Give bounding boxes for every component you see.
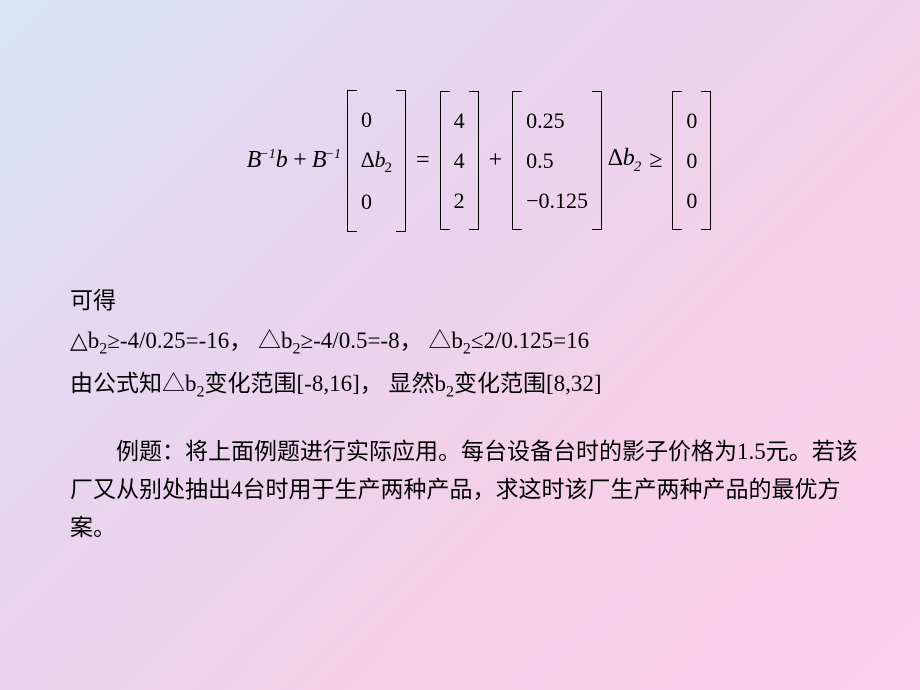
plus-op-2: + [489, 147, 503, 174]
equation-row: B−1b + B−1 0 ∆b2 0 = 4 4 [247, 90, 714, 232]
var-b: b [276, 147, 288, 173]
matrix-1: 0 ∆b2 0 [347, 90, 406, 232]
seg-d: ≤2/0.125=16 [471, 328, 589, 353]
m2-r2: 4 [454, 141, 465, 181]
bracket-right [701, 91, 711, 230]
sub-a: 2 [99, 340, 107, 357]
m1-r1: 0 [361, 100, 392, 140]
matrix-col: 0 ∆b2 0 [357, 90, 396, 232]
delta-sub: 2 [634, 159, 642, 175]
bracket-left [512, 91, 522, 230]
seg-3a: 由公式知△b [70, 371, 197, 396]
derivation-text: 可得 △b2≥-4/0.25=-16， △b2≥-4/0.5=-8， △b2≤2… [70, 282, 860, 548]
sub-b: 2 [293, 340, 301, 357]
sub-3a: 2 [197, 383, 205, 400]
sub-3b: 2 [446, 383, 454, 400]
m4-r1: 0 [686, 101, 697, 141]
plus-op: + [292, 147, 308, 174]
bracket-right [592, 91, 602, 230]
line-range: 由公式知△b2变化范围[-8,16]， 显然b2变化范围[8,32] [70, 365, 860, 406]
matrix-col: 0.25 0.5 −0.125 [522, 91, 592, 230]
term-B-inv: B−1 [312, 147, 341, 174]
term-B-inv-b: B−1b [247, 147, 288, 174]
matrix-4: 0 0 0 [672, 91, 711, 230]
slide-content: B−1b + B−1 0 ∆b2 0 = 4 4 [0, 0, 920, 690]
m3-r3: −0.125 [526, 181, 588, 221]
example-paragraph: 例题：将上面例题进行实际应用。每台设备台时的影子价格为1.5元。若该厂又从别处抽… [70, 433, 860, 547]
matrix-3: 0.25 0.5 −0.125 [512, 91, 602, 230]
m4-r2: 0 [686, 141, 697, 181]
m2-r3: 2 [454, 181, 465, 221]
m3-r1: 0.25 [526, 101, 588, 141]
matrix-col: 4 4 2 [450, 91, 469, 230]
seg-c: ≥-4/0.5=-8， △b [301, 328, 463, 353]
seg-3c: 变化范围[8,32] [454, 371, 602, 396]
delta-b2: ∆b2 [608, 145, 641, 176]
matrix-col: 0 0 0 [682, 91, 701, 230]
delta-var: ∆b [608, 145, 635, 171]
geq-op: ≥ [649, 147, 662, 174]
m1-r3: 0 [361, 182, 392, 222]
bracket-left [440, 91, 450, 230]
bracket-left [672, 91, 682, 230]
bracket-right [396, 90, 406, 232]
bracket-right [469, 91, 479, 230]
seg-3b: 变化范围[-8,16]， 显然b [205, 371, 446, 396]
m3-r2: 0.5 [526, 141, 588, 181]
line-inequalities: △b2≥-4/0.25=-16， △b2≥-4/0.5=-8， △b2≤2/0.… [70, 322, 860, 363]
sub-c: 2 [463, 340, 471, 357]
bracket-left [347, 90, 357, 232]
m1-r2: ∆b2 [361, 140, 392, 182]
m2-r1: 4 [454, 101, 465, 141]
equals-op: = [416, 147, 430, 174]
exp-neg1: −1 [259, 147, 275, 162]
seg-b: ≥-4/0.25=-16， △b [107, 328, 292, 353]
exp-neg1-b: −1 [325, 147, 341, 162]
matrix-2: 4 4 2 [440, 91, 479, 230]
seg-a: △b [70, 328, 99, 353]
m4-r3: 0 [686, 181, 697, 221]
matrix-equation: B−1b + B−1 0 ∆b2 0 = 4 4 [100, 90, 860, 232]
line-kede: 可得 [70, 282, 860, 320]
